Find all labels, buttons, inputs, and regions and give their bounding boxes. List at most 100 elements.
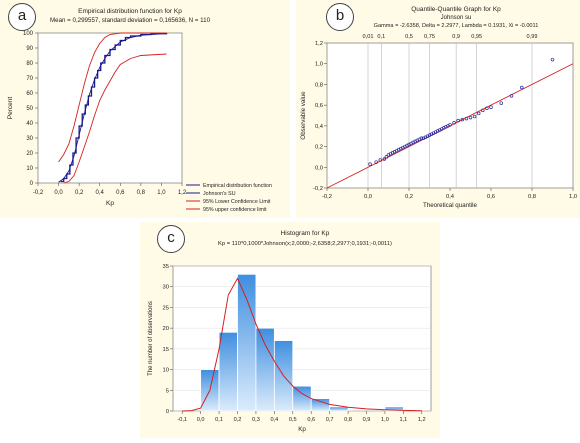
data-point bbox=[485, 106, 489, 110]
x-tick-label: 0,6 bbox=[487, 194, 495, 200]
x-tick-label: 0,6 bbox=[307, 417, 315, 423]
series-line bbox=[63, 53, 167, 184]
series-line bbox=[58, 33, 167, 183]
x-tick-label: 0,1 bbox=[215, 417, 223, 423]
x-tick-label: -0,2 bbox=[322, 194, 332, 200]
x-tick-label: -0,2 bbox=[33, 190, 44, 196]
data-point bbox=[382, 157, 387, 161]
data-point bbox=[481, 108, 485, 113]
y-tick-label: 1,0 bbox=[315, 62, 323, 68]
x-tick-label: 1,0 bbox=[157, 190, 166, 196]
x-tick-label: 0,5 bbox=[289, 417, 297, 423]
histogram-bar bbox=[237, 273, 257, 412]
x-tick-label: 1,0 bbox=[569, 194, 577, 200]
data-point bbox=[499, 101, 504, 105]
y-axis-label: The number of observations bbox=[148, 301, 154, 376]
histogram-bar bbox=[218, 331, 238, 412]
series-line bbox=[60, 33, 168, 183]
y-tick-label: 0,6 bbox=[315, 103, 323, 109]
x-tick-label: 0,2 bbox=[405, 194, 413, 200]
panel-c-histogram-chart: Histogram for Kp Kp = 110*0,1000*Johnson(… bbox=[140, 222, 440, 438]
ecdf-chart-svg: Empirical distribution function for Kp Me… bbox=[7, 8, 272, 213]
x-tick-label: 0,8 bbox=[137, 190, 146, 196]
plot-area bbox=[37, 32, 183, 184]
data-point bbox=[384, 155, 389, 159]
top-tick-label: 0,9 bbox=[452, 34, 460, 40]
y-tick-label: 70 bbox=[26, 76, 33, 82]
data-point bbox=[368, 162, 372, 166]
y-tick-label: 30 bbox=[163, 285, 169, 291]
panel-c-badge: c bbox=[157, 225, 185, 253]
top-tick-label: 0,75 bbox=[424, 34, 435, 40]
data-point bbox=[378, 158, 383, 162]
x-tick-label: 0,9 bbox=[363, 417, 371, 423]
chart-title: Empirical distribution function for Kp bbox=[78, 8, 182, 15]
data-point bbox=[452, 120, 456, 125]
y-tick-label: 0,2 bbox=[315, 145, 323, 151]
histogram-bar bbox=[384, 406, 404, 412]
series-line bbox=[58, 32, 167, 163]
x-tick-label: 0,3 bbox=[252, 417, 260, 423]
x-tick-label: 1,2 bbox=[418, 417, 426, 423]
histogram-chart-svg: Histogram for Kp Kp = 110*0,1000*Johnson(… bbox=[148, 230, 432, 433]
chart-subtitle: Johnson su bbox=[441, 15, 472, 21]
fitted-curve bbox=[182, 277, 422, 412]
data-point bbox=[472, 114, 477, 119]
y-tick-label: 20 bbox=[163, 326, 169, 332]
y-tick-label: 0,4 bbox=[315, 124, 324, 130]
y-tick-label: 0 bbox=[30, 181, 34, 187]
x-tick-label: 1,1 bbox=[399, 417, 407, 423]
x-tick-label: 0,8 bbox=[528, 194, 536, 200]
y-tick-label: 80 bbox=[26, 61, 33, 67]
y-tick-label: 0,8 bbox=[315, 82, 323, 88]
x-tick-label: 0,4 bbox=[446, 194, 455, 200]
y-tick-label: 100 bbox=[23, 31, 34, 37]
plot-area bbox=[326, 42, 574, 189]
y-tick-label: 1,2 bbox=[315, 41, 323, 47]
y-tick-label: 40 bbox=[26, 121, 33, 127]
data-point bbox=[448, 123, 452, 127]
y-axis-label: Observable value bbox=[300, 91, 307, 140]
top-tick-label: 0,95 bbox=[471, 34, 482, 40]
legend-entry: Empirical distribution function bbox=[203, 183, 272, 189]
x-tick-label: 0,7 bbox=[326, 417, 334, 423]
top-tick-label: 0,99 bbox=[527, 34, 538, 40]
data-point bbox=[509, 94, 514, 98]
histogram-bar bbox=[329, 406, 349, 412]
histogram-bar bbox=[292, 385, 312, 412]
data-point bbox=[456, 118, 460, 123]
fit-line bbox=[326, 63, 574, 189]
x-tick-label: 0,6 bbox=[116, 190, 125, 196]
y-tick-label: 15 bbox=[163, 347, 169, 353]
data-point bbox=[550, 57, 555, 62]
x-tick-label: 0,0 bbox=[54, 190, 63, 196]
data-point bbox=[489, 105, 493, 109]
y-tick-label: 35 bbox=[163, 264, 169, 270]
top-tick-label: 0,5 bbox=[405, 34, 413, 40]
y-axis-label: Percent bbox=[7, 97, 14, 120]
x-tick-label: 0,4 bbox=[96, 190, 105, 196]
y-tick-label: 60 bbox=[26, 91, 33, 97]
y-tick-label: 25 bbox=[163, 305, 169, 311]
panel-a-ecdf-chart: Empirical distribution function for Kp Me… bbox=[0, 0, 290, 218]
data-point bbox=[374, 160, 378, 164]
panel-b-qq-chart: Quantile-Quantile Graph for Kp Johnson su… bbox=[296, 0, 580, 218]
y-tick-label: 50 bbox=[26, 106, 33, 112]
x-axis-label: Kp bbox=[106, 200, 114, 207]
y-tick-label: 20 bbox=[26, 151, 33, 157]
chart-title: Histogram for Kp bbox=[281, 230, 330, 237]
x-axis-label: Theoretical quantile bbox=[423, 202, 478, 209]
y-tick-label: 0,0 bbox=[315, 165, 323, 171]
top-tick-label: 0,1 bbox=[377, 34, 385, 40]
histogram-bar bbox=[310, 398, 331, 412]
x-tick-label: -0,1 bbox=[177, 417, 187, 423]
data-point bbox=[520, 85, 524, 90]
data-point bbox=[464, 116, 469, 121]
y-tick-label: 90 bbox=[26, 46, 33, 52]
y-tick-label: 10 bbox=[26, 166, 33, 172]
x-tick-label: 0,2 bbox=[234, 417, 242, 423]
legend-entry: 95% Lower Confidence Limit bbox=[203, 199, 271, 205]
x-tick-label: 0,4 bbox=[270, 417, 278, 423]
x-tick-label: 0,0 bbox=[364, 194, 372, 200]
x-tick-label: 0,0 bbox=[197, 417, 205, 423]
